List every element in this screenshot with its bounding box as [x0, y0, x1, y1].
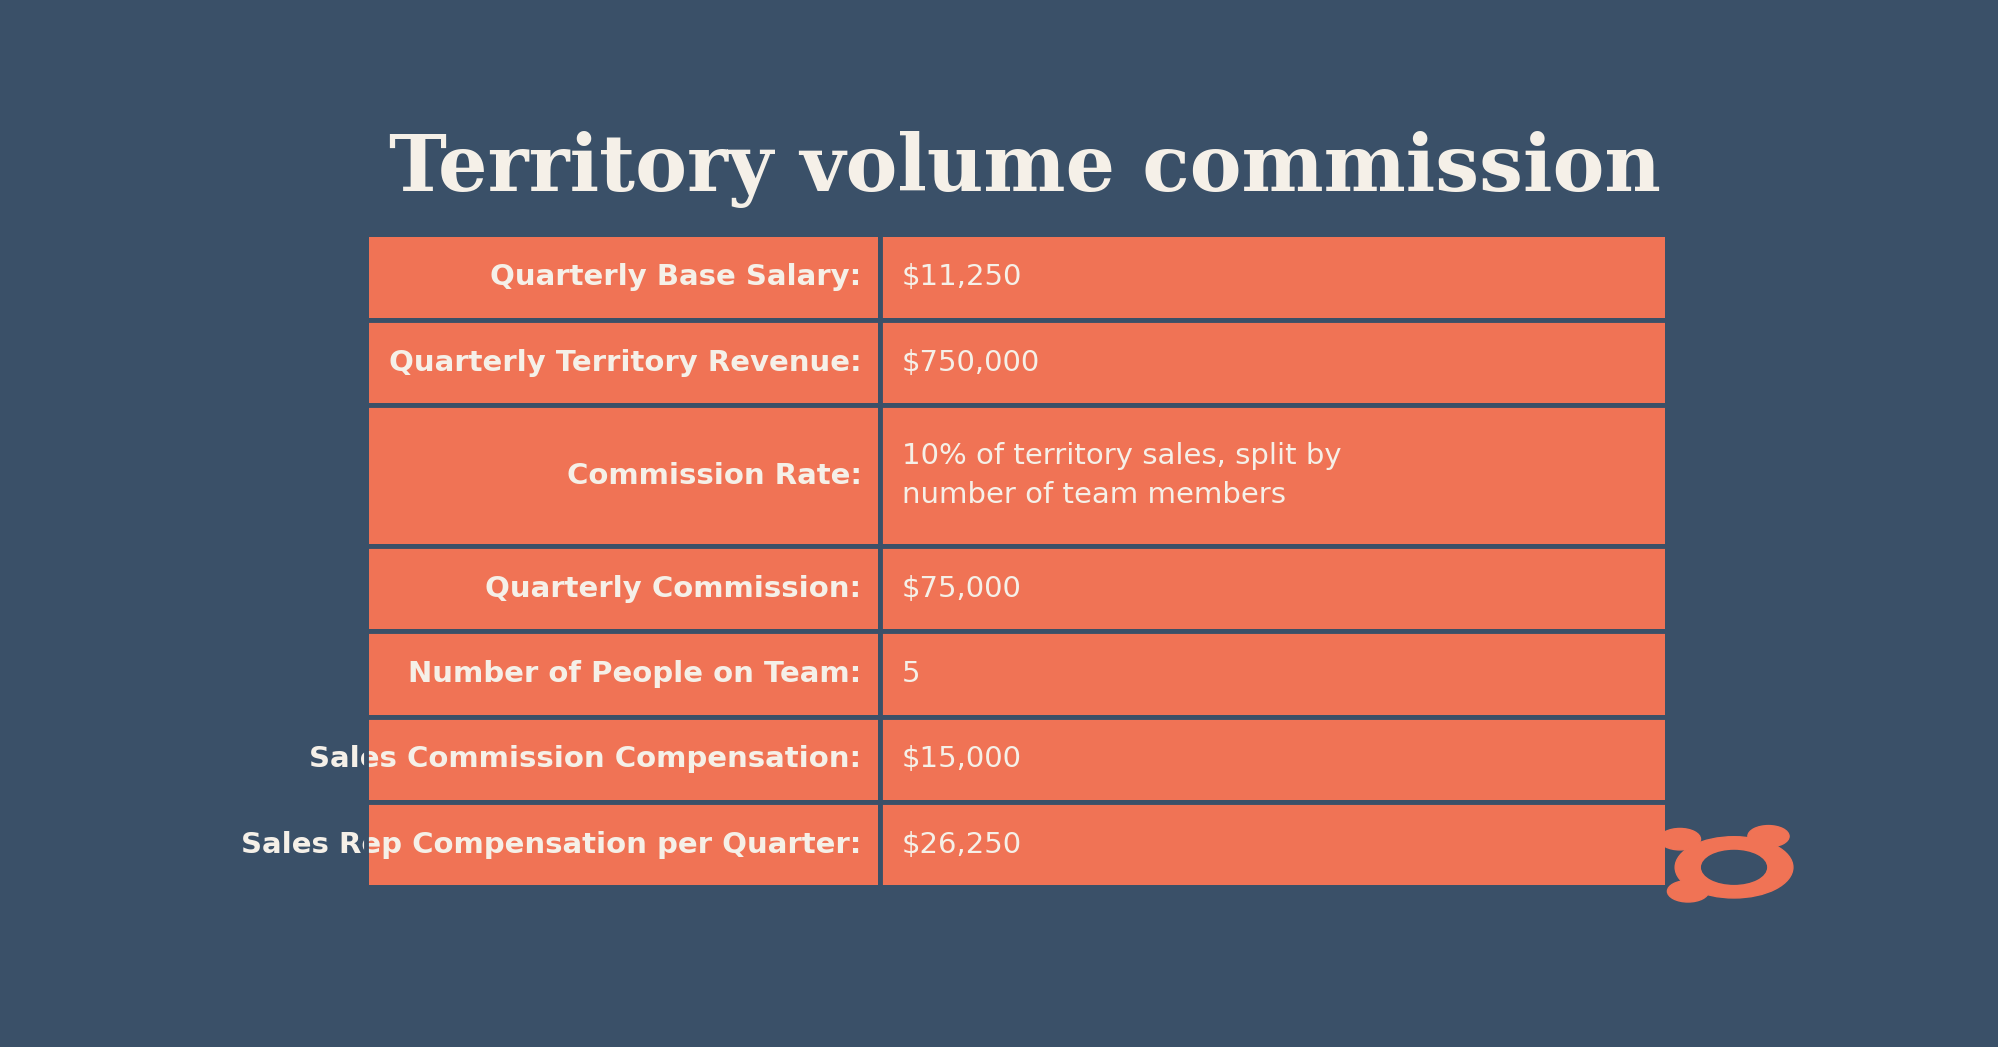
Text: $750,000: $750,000: [901, 349, 1039, 377]
Bar: [879, 547, 1666, 631]
Bar: [366, 717, 879, 802]
Bar: [366, 547, 879, 631]
Circle shape: [1666, 881, 1708, 903]
Bar: [1676, 862, 1744, 896]
Bar: [879, 717, 1666, 802]
Bar: [366, 802, 879, 888]
Bar: [1722, 831, 1778, 872]
Bar: [366, 319, 879, 405]
Text: $11,250: $11,250: [901, 263, 1021, 291]
Text: $15,000: $15,000: [901, 745, 1021, 774]
Text: $26,250: $26,250: [901, 831, 1021, 859]
Bar: [366, 235, 879, 319]
Text: $75,000: $75,000: [901, 575, 1021, 603]
Text: Quarterly Territory Revenue:: Quarterly Territory Revenue:: [390, 349, 861, 377]
Bar: [366, 235, 1666, 888]
Text: Commission Rate:: Commission Rate:: [565, 462, 861, 490]
Text: Quarterly Base Salary:: Quarterly Base Salary:: [490, 263, 861, 291]
Text: 10% of territory sales, split by
number of team members: 10% of territory sales, split by number …: [901, 442, 1341, 509]
Bar: [1668, 833, 1744, 873]
Text: Sales Commission Compensation:: Sales Commission Compensation:: [310, 745, 861, 774]
Text: Number of People on Team:: Number of People on Team:: [408, 660, 861, 688]
Bar: [879, 802, 1666, 888]
Circle shape: [1700, 850, 1766, 884]
Text: Sales Rep Compensation per Quarter:: Sales Rep Compensation per Quarter:: [242, 831, 861, 859]
Bar: [879, 405, 1666, 547]
Text: Quarterly Commission:: Quarterly Commission:: [486, 575, 861, 603]
Circle shape: [1746, 826, 1788, 847]
Text: 5: 5: [901, 660, 919, 688]
Circle shape: [1658, 828, 1700, 850]
Bar: [879, 631, 1666, 717]
Bar: [879, 235, 1666, 319]
Text: Territory volume commission: Territory volume commission: [388, 132, 1660, 208]
Bar: [879, 319, 1666, 405]
Circle shape: [1674, 837, 1792, 898]
Bar: [366, 631, 879, 717]
Bar: [366, 405, 879, 547]
